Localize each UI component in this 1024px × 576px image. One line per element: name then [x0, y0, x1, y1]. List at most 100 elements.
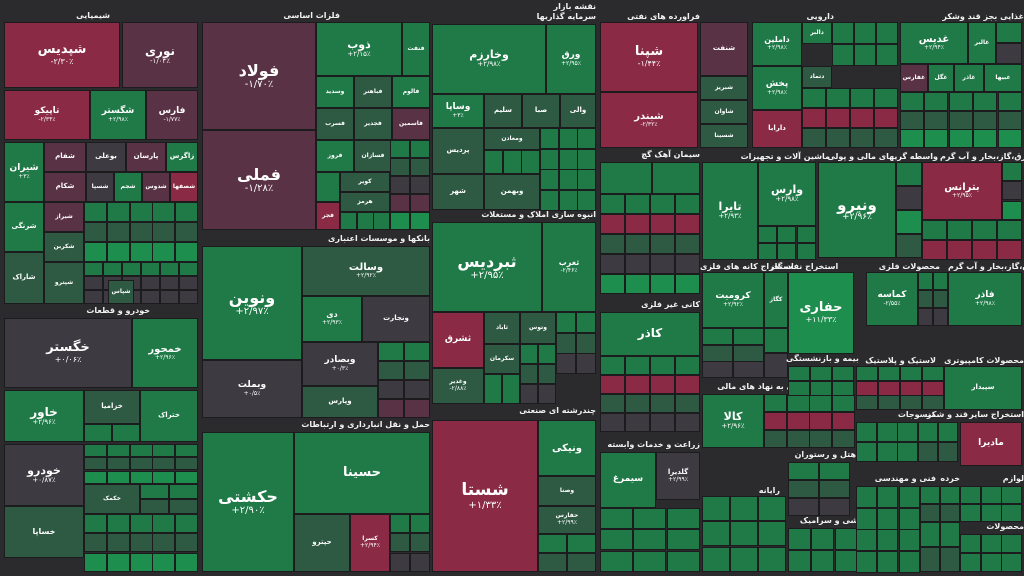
stock-tile-fani-a-0[interactable] — [856, 486, 877, 508]
stock-tile-chem-a-6[interactable] — [107, 222, 130, 242]
stock-tile-salim[interactable]: سلیم — [484, 94, 522, 128]
stock-tile-power-b-6[interactable] — [972, 240, 997, 260]
stock-tile-kani-a-7[interactable] — [675, 375, 700, 394]
stock-tile-btrans[interactable]: فاذر +۲/۹۸٪ — [948, 272, 1022, 326]
stock-tile-foroz[interactable]: فروز — [316, 140, 354, 172]
stock-tile-indus-a-1[interactable] — [567, 534, 596, 553]
stock-tile-shkam[interactable]: شکام — [44, 172, 86, 202]
stock-tile-fazar[interactable]: کماسه -۲/۵۵٪ — [866, 272, 918, 326]
sector-header-hotel[interactable]: هتل و رستوران — [794, 450, 856, 459]
stock-tile-cement-a-5[interactable] — [625, 214, 650, 234]
stock-tile-food-b-5[interactable] — [900, 111, 924, 130]
stock-tile-cement-a-12[interactable] — [600, 254, 625, 274]
stock-tile-metals-a-0[interactable] — [390, 140, 410, 158]
sector-header-power[interactable]: عرضه برق،گاز،بخار و آب گرم — [940, 152, 1024, 161]
stock-tile-auto-d-1[interactable] — [107, 514, 130, 533]
stock-tile-vsalat[interactable]: وسالت +۲/۹۲٪ — [302, 246, 430, 296]
stock-tile-pharma-b-11[interactable] — [874, 128, 898, 148]
stock-tile-shdos[interactable]: شدوس — [142, 172, 170, 202]
stock-tile-ghand-a-3[interactable] — [938, 442, 958, 462]
sector-header-kani[interactable]: کانی غیر فلزی — [641, 300, 700, 309]
stock-tile-rayane-a-5[interactable] — [758, 521, 786, 546]
stock-tile-auto-d-13[interactable] — [152, 553, 175, 572]
stock-tile-mahs2-a-0[interactable] — [960, 534, 981, 553]
sector-header-food[interactable]: غذایی بجز قند وشکر — [942, 12, 1024, 21]
stock-tile-metals-a-5[interactable] — [410, 176, 430, 194]
stock-tile-kashi-a-4[interactable] — [811, 550, 834, 572]
stock-tile-fani-a-3[interactable] — [856, 508, 877, 530]
stock-tile-kala-a-2[interactable] — [809, 394, 832, 412]
stock-tile-rayane-a-1[interactable] — [730, 496, 758, 521]
stock-tile-auto-b-10[interactable] — [84, 471, 107, 484]
stock-tile-pharma-a-1[interactable] — [854, 22, 876, 44]
stock-tile-chem-a-14[interactable] — [175, 242, 198, 262]
stock-tile-vkharazm[interactable]: وخارزم +۲/۹۸٪ — [432, 24, 546, 94]
stock-tile-invest-a-11[interactable] — [577, 190, 596, 211]
stock-tile-food-b-0[interactable] — [900, 92, 924, 111]
stock-tile-khorde-a-3[interactable] — [940, 504, 960, 522]
stock-tile-shpetro[interactable]: شپترو — [44, 262, 84, 304]
stock-tile-kavir[interactable]: کویر — [340, 172, 390, 192]
stock-tile-power-b-7[interactable] — [997, 240, 1022, 260]
stock-tile-auto-d-5[interactable] — [84, 533, 107, 552]
stock-tile-kmase[interactable]: مادیرا — [960, 422, 1022, 466]
stock-tile-dtamad[interactable]: دتماد — [802, 66, 832, 88]
sector-header-cement[interactable]: سیمان آهک گچ — [641, 150, 700, 159]
stock-tile-hotel-a-4[interactable] — [788, 498, 819, 516]
stock-tile-cement-a-10[interactable] — [650, 234, 675, 254]
stock-tile-kala-a-4[interactable] — [764, 412, 787, 430]
stock-tile-invest-b-1[interactable] — [503, 150, 522, 174]
stock-tile-saba[interactable]: صبا — [522, 94, 560, 128]
stock-tile-kani-a-5[interactable] — [625, 375, 650, 394]
stock-tile-auto-d-9[interactable] — [175, 533, 198, 552]
stock-tile-tapico[interactable]: تاپیکو -۲/۳۴٪ — [4, 90, 90, 140]
stock-tile-invest-a-3[interactable] — [540, 149, 559, 170]
stock-tile-metals-a-6[interactable] — [390, 194, 410, 212]
stock-tile-prop-b-0[interactable] — [520, 344, 538, 364]
stock-tile-food-b-14[interactable] — [998, 129, 1022, 148]
stock-tile-banks-a-5[interactable] — [404, 380, 430, 399]
stock-tile-chem-a-7[interactable] — [130, 222, 153, 242]
sector-header-machin[interactable]: ماشین آلات و تجهیزات — [740, 152, 830, 161]
stock-tile-khorde-a-0[interactable] — [920, 486, 940, 504]
stock-tile-finan-a-1[interactable] — [896, 186, 922, 210]
stock-tile-vali[interactable]: والی — [560, 94, 596, 128]
stock-tile-falum[interactable]: فالوم — [392, 76, 430, 108]
stock-tile-cement-a-8[interactable] — [600, 234, 625, 254]
stock-tile-bime-a-3[interactable] — [788, 381, 810, 396]
stock-tile-agri-a-3[interactable] — [600, 529, 633, 550]
sector-header-khorde[interactable]: خرده — [940, 474, 960, 483]
stock-tile-ssharq[interactable]: ثاباد — [484, 312, 520, 344]
stock-tile-mansu-a-1[interactable] — [877, 422, 898, 442]
stock-tile-food-b-3[interactable] — [973, 92, 997, 111]
stock-tile-food-b-9[interactable] — [998, 111, 1022, 130]
stock-tile-finan-a-0[interactable] — [896, 162, 922, 186]
stock-tile-zagros[interactable]: زاگرس — [166, 142, 198, 172]
stock-tile-vbmellat[interactable]: وبملت +۰/۵٪ — [202, 360, 302, 418]
stock-tile-lastik-a-4[interactable] — [856, 381, 878, 396]
stock-tile-pharma-b-8[interactable] — [802, 128, 826, 148]
sector-header-transport[interactable]: حمل و نقل انبارداری و ارتباطات — [301, 420, 430, 429]
sector-header-kala-h[interactable]: فعالیتهای کمکی به نهاد های مالی — [717, 382, 850, 391]
stock-tile-madira[interactable]: سپیدار — [944, 366, 1022, 410]
stock-tile-lastik-a-11[interactable] — [922, 395, 944, 410]
stock-tile-cement-a-2[interactable] — [650, 194, 675, 214]
stock-tile-fani-a-1[interactable] — [877, 486, 898, 508]
stock-tile-invest-b-0[interactable] — [484, 150, 503, 174]
stock-tile-metals-a-1[interactable] — [410, 140, 430, 158]
stock-tile-vniru[interactable]: بترانس +۲/۹۵٪ — [922, 162, 1002, 220]
stock-tile-parsan[interactable]: پارسان — [126, 142, 166, 172]
stock-tile-hotel-a-2[interactable] — [788, 480, 819, 498]
sector-header-mahsulat[interactable]: محصولات کامپیوتری — [944, 356, 1024, 365]
stock-tile-kashi-a-3[interactable] — [788, 550, 811, 572]
stock-tile-cement-a-9[interactable] — [625, 234, 650, 254]
stock-tile-cement-a-19[interactable] — [675, 274, 700, 294]
stock-tile-chem-a-8[interactable] — [152, 222, 175, 242]
stock-tile-hpetro[interactable]: کسرا +۲/۹۴٪ — [350, 514, 390, 572]
stock-tile-chem-b-1[interactable] — [103, 262, 122, 276]
stock-tile-agri-a-8[interactable] — [667, 551, 700, 572]
stock-tile-zmahan[interactable]: سیمرغ — [600, 452, 656, 508]
stock-tile-fani-a-9[interactable] — [856, 551, 877, 573]
stock-tile-lavazem-a-3[interactable] — [960, 504, 981, 522]
stock-tile-cement-a-11[interactable] — [675, 234, 700, 254]
